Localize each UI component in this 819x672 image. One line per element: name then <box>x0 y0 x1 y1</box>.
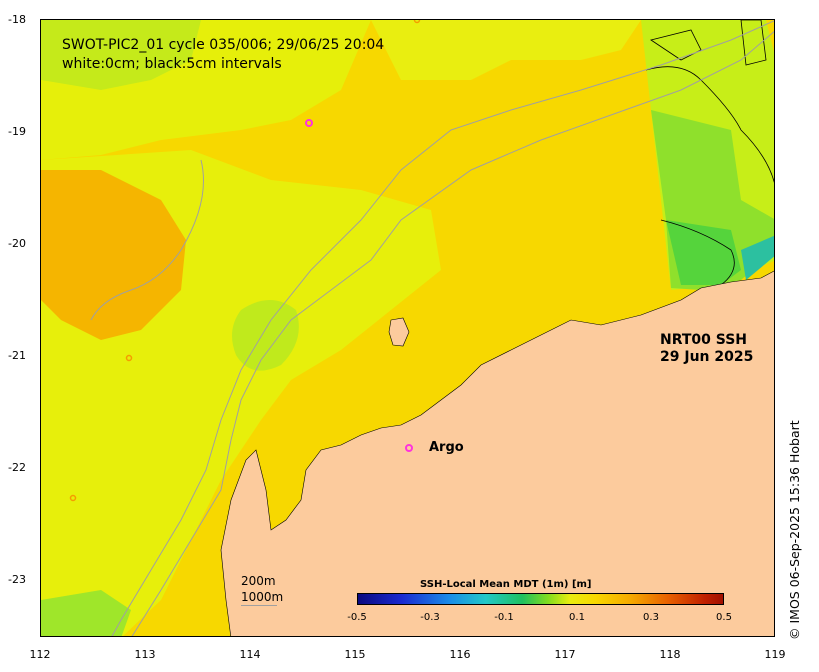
ocean-green-patch-sw <box>41 590 131 636</box>
y-tick-label: -19 <box>8 125 26 138</box>
float-marker <box>69 494 77 502</box>
contour-line <box>660 219 735 286</box>
colorbar-tick: 0.3 <box>643 612 659 623</box>
argo-marker <box>305 119 313 127</box>
x-tick-label: 115 <box>344 648 366 661</box>
ssh-map <box>41 20 774 636</box>
colorbar-tick: -0.3 <box>420 612 440 623</box>
ocean-green-patch-central <box>232 300 299 371</box>
colorbar-tick: 0.5 <box>716 612 732 623</box>
contour-line <box>740 20 767 66</box>
title-line-1: SWOT-PIC2_01 cycle 035/006; 29/06/25 20:… <box>62 37 385 53</box>
map-title: SWOT-PIC2_01 cycle 035/006; 29/06/25 20:… <box>62 36 384 74</box>
bathymetry-plateau <box>90 159 204 321</box>
x-tick-label: 113 <box>134 648 156 661</box>
swot-swath-teal <box>741 235 774 280</box>
y-tick-label: -21 <box>8 349 26 362</box>
x-tick-label: 119 <box>764 648 786 661</box>
credit-text: © IMOS 06-Sep-2025 15:36 Hobart <box>787 420 802 640</box>
float-marker <box>413 20 421 24</box>
ocean-green-patch-nw <box>41 20 201 90</box>
land-mainland <box>220 270 774 636</box>
y-tick-label: -18 <box>8 13 26 26</box>
scale-label-200m: 200m <box>241 574 276 588</box>
colorbar-tick: -0.1 <box>494 612 514 623</box>
map-panel <box>40 19 775 637</box>
colorbar-tick: 0.1 <box>569 612 585 623</box>
scale-label-1000m: 1000m <box>241 590 284 604</box>
colorbar-tick: -0.5 <box>347 612 367 623</box>
argo-label: Argo <box>429 440 464 455</box>
ocean-orange-patch <box>41 170 186 340</box>
x-tick-label: 118 <box>659 648 681 661</box>
contour-line <box>650 29 702 61</box>
x-tick-label: 114 <box>239 648 261 661</box>
swot-swath-dark-green <box>666 220 741 285</box>
title-line-2: white:0cm; black:5cm intervals <box>62 56 282 72</box>
y-tick-label: -22 <box>8 461 26 474</box>
float-marker <box>125 354 133 362</box>
product-line-2: 29 Jun 2025 <box>660 349 754 365</box>
colorbar <box>357 593 724 605</box>
x-tick-label: 117 <box>554 648 576 661</box>
x-tick-label: 112 <box>29 648 51 661</box>
contour-line <box>645 66 774 183</box>
argo-marker <box>405 444 413 452</box>
bathymetry-200m <box>131 31 774 636</box>
y-tick-label: -23 <box>8 573 26 586</box>
land-island <box>388 317 410 347</box>
colorbar-title: SSH-Local Mean MDT (1m) [m] <box>420 579 592 590</box>
scale-line <box>241 605 277 606</box>
bathymetry-1000m <box>111 20 774 636</box>
y-tick-label: -20 <box>8 237 26 250</box>
product-line-1: NRT00 SSH <box>660 332 748 348</box>
product-label: NRT00 SSH 29 Jun 2025 <box>660 332 753 366</box>
ocean-light-patch-north2 <box>371 20 641 80</box>
x-tick-label: 116 <box>449 648 471 661</box>
